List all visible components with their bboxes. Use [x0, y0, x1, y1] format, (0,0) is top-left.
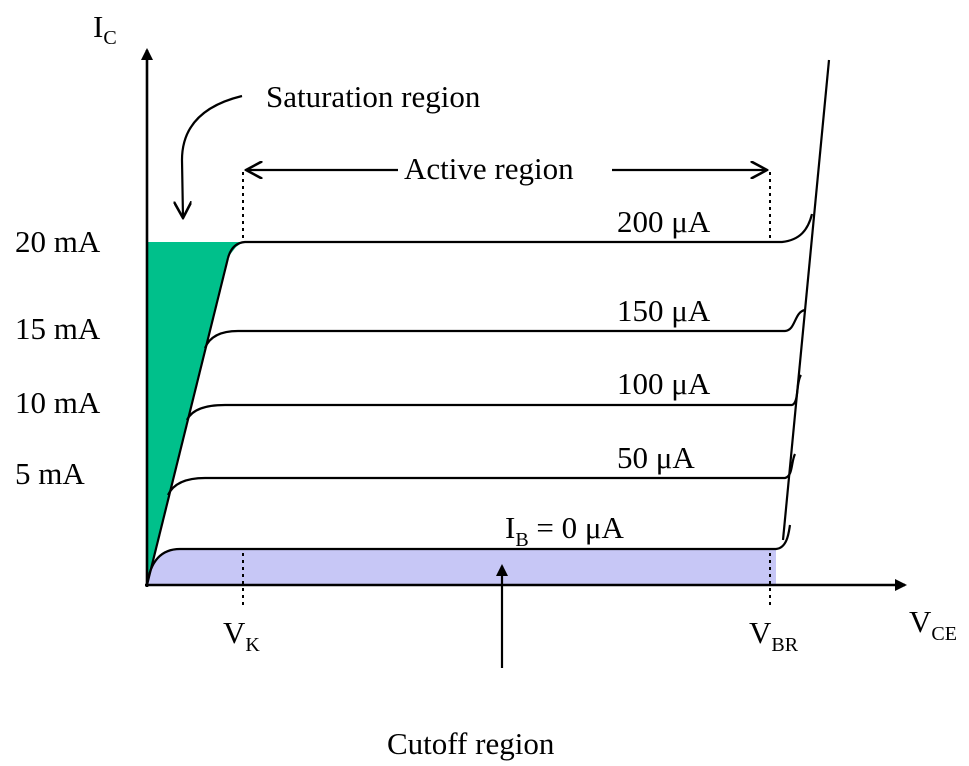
curve-label: IB = 0 μA [505, 510, 625, 551]
curve-label: 50 μA [617, 440, 695, 475]
curve-label: 200 μA [617, 204, 711, 239]
y-tick-label: 10 mA [15, 385, 101, 420]
curve-0ua [145, 524, 792, 586]
curve-150ua [203, 308, 806, 349]
y-tick-label: 5 mA [15, 456, 85, 491]
saturation-region-fill [147, 242, 243, 585]
curve-200ua [226, 213, 814, 259]
curve-label: 150 μA [617, 293, 711, 328]
cutoff-region-label: Cutoff region [387, 726, 555, 761]
breakdown-line [781, 59, 831, 541]
y-tick-label: 20 mA [15, 224, 101, 259]
y-axis-label: IC [93, 9, 117, 49]
y-tick-label: 15 mA [15, 311, 101, 346]
curve-50ua [167, 453, 797, 496]
active-region-label: Active region [404, 151, 574, 186]
vk-label: VK [223, 615, 260, 656]
saturation-arrow [182, 94, 243, 218]
vbr-label: VBR [749, 615, 799, 656]
saturation-boundary-line [145, 257, 230, 586]
saturation-region-label: Saturation region [266, 79, 481, 114]
cutoff-region-fill [147, 549, 776, 585]
x-axis-label: VCE [909, 604, 957, 645]
curve-label: 100 μA [617, 366, 711, 401]
